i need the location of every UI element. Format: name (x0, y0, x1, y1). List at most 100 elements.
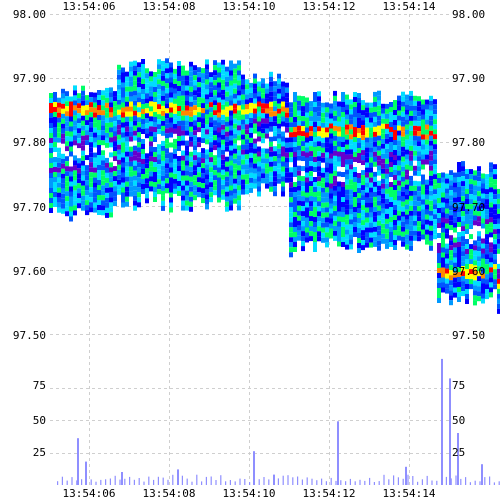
heatmap-cell (101, 165, 105, 170)
heatmap-cell (125, 202, 129, 207)
heatmap-cell (437, 208, 441, 213)
heatmap-cell (417, 196, 421, 201)
heatmap-cell (365, 103, 369, 108)
heatmap-cell (153, 97, 157, 102)
heatmap-cell (213, 125, 217, 130)
heatmap-cell (245, 169, 249, 174)
heatmap-cell (253, 104, 257, 109)
heatmap-cell (313, 202, 317, 207)
heatmap-cell (113, 186, 117, 191)
heatmap-cell (381, 164, 385, 169)
heatmap-cell (109, 172, 113, 177)
heatmap-cell (81, 161, 85, 166)
heatmap-cell (161, 201, 165, 206)
heatmap-cell (305, 153, 309, 158)
heatmap-cell (345, 130, 349, 135)
heatmap-cell (269, 92, 273, 97)
heatmap-cell (313, 232, 317, 237)
heatmap-cell (153, 187, 157, 192)
heatmap-cell (405, 170, 409, 175)
heatmap-cell (69, 192, 73, 197)
heatmap-cell (273, 81, 277, 86)
heatmap-cell (109, 107, 113, 112)
heatmap-cell (453, 183, 457, 188)
heatmap-cell (201, 78, 205, 83)
heatmap-cell (201, 133, 205, 138)
heatmap-cell (357, 188, 361, 193)
heatmap-cell (369, 238, 373, 243)
heatmap-cell (421, 105, 425, 110)
heatmap-cell (169, 198, 173, 203)
heatmap-cell (213, 165, 217, 170)
heatmap-cell (213, 95, 217, 100)
heatmap-cell (429, 181, 433, 186)
heatmap-cell (397, 176, 401, 181)
heatmap-cell (113, 151, 117, 156)
heatmap-cell (197, 142, 201, 147)
heatmap-cell (401, 242, 405, 247)
heatmap-cell (237, 165, 241, 170)
heatmap-cell (161, 176, 165, 181)
heatmap-cell (353, 222, 357, 227)
heatmap-cell (145, 148, 149, 153)
heatmap-cell (401, 162, 405, 167)
heatmap-cell (457, 297, 461, 302)
heatmap-cell (393, 230, 397, 235)
heatmap-cell (337, 167, 341, 172)
heatmap-cell (165, 168, 169, 173)
heatmap-cell (369, 183, 373, 188)
heatmap-cell (329, 174, 333, 179)
heatmap-cell (201, 188, 205, 193)
heatmap-cell (153, 77, 157, 82)
heatmap-cell (237, 75, 241, 80)
heatmap-cell (161, 101, 165, 106)
heatmap-cell (309, 206, 313, 211)
heatmap-cell (429, 171, 433, 176)
heatmap-cell (205, 129, 209, 134)
heatmap-cell (213, 145, 217, 150)
heatmap-cell (153, 157, 157, 162)
heatmap-cell (485, 259, 489, 264)
heatmap-cell (417, 211, 421, 216)
heatmap-cell (149, 86, 153, 91)
heatmap-cell (221, 80, 225, 85)
heatmap-cell (273, 86, 277, 91)
heatmap-cell (325, 222, 329, 227)
heatmap-cell (353, 207, 357, 212)
heatmap-cell (429, 136, 433, 141)
heatmap-cell (301, 151, 305, 156)
heatmap-cell (349, 134, 353, 139)
heatmap-cell (121, 143, 125, 148)
heatmap-cell (329, 159, 333, 164)
heatmap-cell (85, 210, 89, 215)
heatmap-cell (289, 202, 293, 207)
heatmap-cell (437, 293, 441, 298)
heatmap-cell (157, 139, 161, 144)
heatmap-cell (189, 77, 193, 82)
heatmap-cell (449, 190, 453, 195)
heatmap-cell (381, 159, 385, 164)
heatmap-cell (285, 138, 289, 143)
heatmap-cell (301, 196, 305, 201)
heatmap-cell (393, 180, 397, 185)
heatmap-cell (425, 120, 429, 125)
heatmap-cell (433, 209, 437, 214)
heatmap-cell (381, 184, 385, 189)
heatmap-cell (245, 139, 249, 144)
heatmap-cell (201, 193, 205, 198)
heatmap-cell (381, 134, 385, 139)
heatmap-cell (161, 116, 165, 121)
heatmap-cell (165, 158, 169, 163)
heatmap-cell (353, 147, 357, 152)
heatmap-cell (433, 199, 437, 204)
heatmap-cell (293, 127, 297, 132)
heatmap-cell (333, 201, 337, 206)
heatmap-cell (105, 133, 109, 138)
heatmap-cell (189, 172, 193, 177)
heatmap-cell (141, 84, 145, 89)
heatmap-cell (81, 116, 85, 121)
heatmap-cell (329, 179, 333, 184)
heatmap-cell (173, 89, 177, 94)
heatmap-cell (281, 102, 285, 107)
heatmap-cell (141, 134, 145, 139)
